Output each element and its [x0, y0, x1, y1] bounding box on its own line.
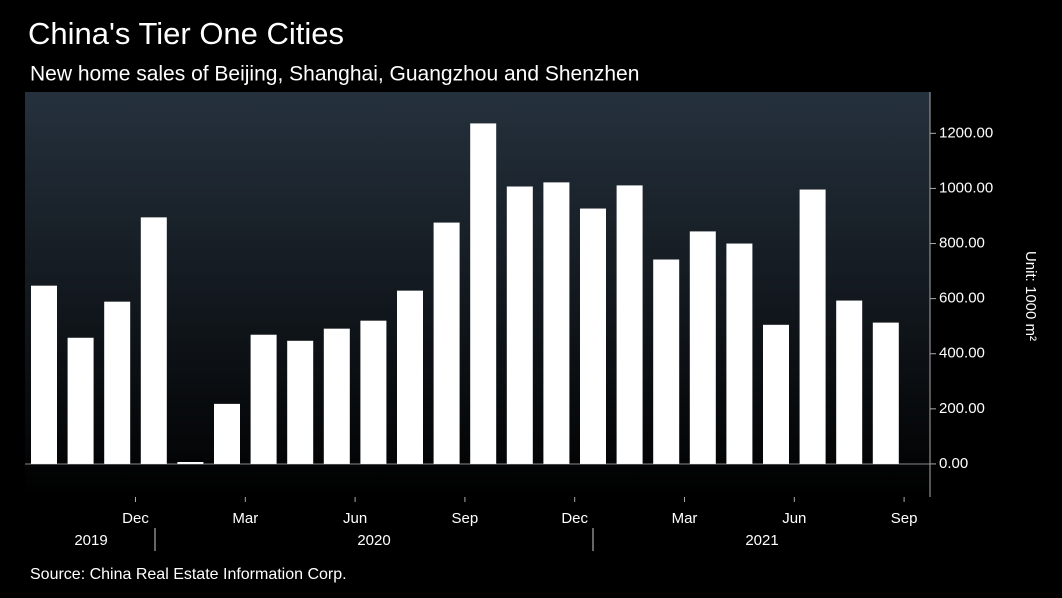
year-label: 2019 [74, 532, 107, 549]
bar [397, 290, 423, 464]
x-tick-label: Jun [343, 510, 367, 527]
x-tick-label: Mar [672, 510, 698, 527]
bar [323, 328, 350, 464]
bar [763, 324, 789, 464]
bar [140, 217, 167, 464]
y-tick-label: 600.00 [939, 290, 985, 307]
bar [726, 243, 753, 464]
year-label: 2020 [357, 532, 390, 549]
x-tick-label: Dec [561, 510, 588, 527]
bar [214, 403, 240, 464]
bar [104, 301, 131, 464]
bar [250, 334, 277, 464]
y-tick-label: 400.00 [939, 345, 985, 362]
bar [689, 231, 716, 464]
x-tick-label: Mar [232, 510, 258, 527]
bar [177, 462, 204, 464]
y-tick-label: 200.00 [939, 400, 985, 417]
bar [653, 259, 680, 464]
bar [616, 185, 643, 464]
y-tick-label: 0.00 [939, 455, 968, 472]
year-label: 2021 [745, 532, 778, 549]
x-tick-label: Sep [452, 510, 479, 527]
x-tick-label: Jun [782, 510, 806, 527]
bar [470, 123, 497, 464]
source: Source: China Real Estate Information Co… [30, 566, 347, 583]
bar [287, 340, 314, 464]
y-tick-label: 800.00 [939, 234, 985, 251]
chart-subtitle: New home sales of Beijing, Shanghai, Gua… [30, 63, 639, 86]
y-axis-label: Unit: 1000 m² [1022, 251, 1039, 341]
bar [360, 320, 387, 464]
bar [872, 322, 899, 464]
bar [799, 189, 826, 464]
bar [836, 300, 863, 464]
bar [67, 337, 94, 464]
bar [543, 182, 570, 464]
bar [506, 186, 533, 464]
y-tick-label: 1000.00 [939, 179, 993, 196]
x-tick-label: Sep [891, 510, 918, 527]
bar [433, 222, 460, 464]
y-tick-label: 1200.00 [939, 124, 993, 141]
bar [31, 285, 57, 464]
x-tick-label: Dec [122, 510, 149, 527]
bar [580, 208, 606, 464]
chart-title: China's Tier One Cities [28, 16, 344, 51]
